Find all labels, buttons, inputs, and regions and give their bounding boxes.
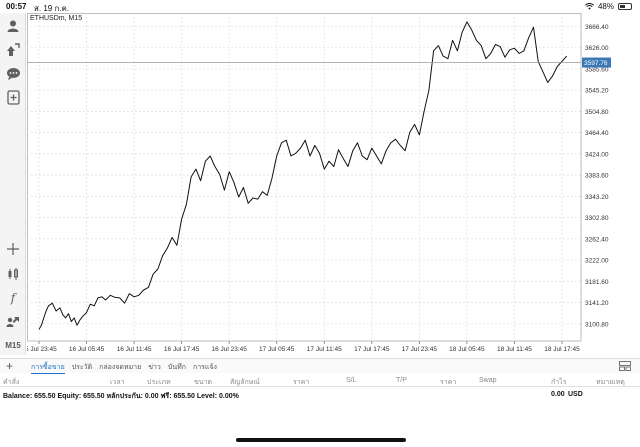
y-tick-label: 3464.40 xyxy=(585,130,609,137)
y-tick-label: 3626.00 xyxy=(585,45,609,52)
tab-history[interactable]: ประวัติ xyxy=(71,364,93,371)
x-tick-label: 16 Jul 11:45 xyxy=(117,346,152,353)
x-tick-label: 18 Jul 05:45 xyxy=(449,346,485,353)
tab-news[interactable]: ข่าว xyxy=(148,364,161,371)
chart-canvas[interactable]: 3666.40 3626.00 3585.60 3545.20 3504.80 3464.… xyxy=(27,13,640,355)
function-icon[interactable]: f xyxy=(10,291,16,305)
tab-journal[interactable]: บันทึก xyxy=(167,364,186,371)
indicators-icon[interactable] xyxy=(4,266,22,282)
status-date: ส. 19 ก.ค. xyxy=(34,4,70,13)
col-symbol[interactable]: สัญลักษณ์ xyxy=(230,379,260,386)
price-line xyxy=(38,21,568,330)
crosshair-icon[interactable] xyxy=(4,241,22,257)
status-bar: 00:57 ส. 19 ก.ค. 48% xyxy=(0,0,640,13)
objects-icon[interactable] xyxy=(4,314,22,330)
y-tick-label: 3262.40 xyxy=(585,236,609,243)
y-tick-label: 3222.00 xyxy=(585,258,609,265)
timeframe-label: M15 xyxy=(5,340,21,350)
tab-mailbox[interactable]: กล่องจดหมาย xyxy=(99,364,142,371)
add-icon[interactable]: + xyxy=(6,359,14,373)
x-tick-label: 15 Jul 23:45 xyxy=(27,346,57,353)
terminal-tabs: การซื้อขาย ประวัติ กล่องจดหมาย ข่าว บันท… xyxy=(31,362,217,374)
col-price[interactable]: ราคา xyxy=(293,379,310,386)
status-indicators: 48% xyxy=(585,2,632,11)
new-order-icon[interactable] xyxy=(4,89,22,105)
tab-trade[interactable]: การซื้อขาย xyxy=(31,362,65,374)
col-sl[interactable]: S/L xyxy=(346,377,357,384)
x-tick-label: 16 Jul 17:45 xyxy=(164,346,200,353)
x-tick-label: 17 Jul 17:45 xyxy=(354,346,390,353)
wifi-icon xyxy=(585,3,594,10)
left-toolbar: f M15 xyxy=(0,13,26,355)
profit-currency: USD xyxy=(568,391,583,398)
terminal-tabbar: + การซื้อขาย ประวัติ กล่องจดหมาย ข่าว บั… xyxy=(0,358,640,374)
y-tick-label: 3383.60 xyxy=(585,173,609,180)
y-tick-label: 3666.40 xyxy=(585,24,609,31)
trade-icon[interactable] xyxy=(4,42,22,58)
x-tick-label: 18 Jul 11:45 xyxy=(497,346,532,353)
x-tick-label: 17 Jul 23:45 xyxy=(402,346,438,353)
status-time: 00:57 xyxy=(6,2,27,11)
balance-row: Balance: 655.50 Equity: 655.50 หลักประกั… xyxy=(0,388,640,401)
col-type[interactable]: ประเภท xyxy=(147,379,171,386)
x-tick-label: 17 Jul 05:45 xyxy=(259,346,295,353)
x-tick-label: 16 Jul 23:45 xyxy=(211,346,247,353)
y-tick-label: 3343.20 xyxy=(585,194,609,201)
col-comment[interactable]: หมายเหตุ xyxy=(596,379,625,386)
price-chart[interactable]: 3666.40 3626.00 3585.60 3545.20 3504.80 3464.… xyxy=(27,13,640,355)
layout-icon[interactable] xyxy=(619,361,631,371)
battery-level xyxy=(620,5,626,8)
y-tick-label: 3424.00 xyxy=(585,151,609,158)
y-tick-label: 3100.80 xyxy=(585,321,609,328)
col-volume[interactable]: ขนาด xyxy=(194,379,213,386)
y-tick-label: 3545.20 xyxy=(585,88,609,95)
chat-icon[interactable] xyxy=(4,66,22,82)
y-tick-label: 3302.80 xyxy=(585,215,609,222)
x-tick-label: 17 Jul 11:45 xyxy=(307,346,342,353)
y-tick-label: 3141.20 xyxy=(585,300,609,307)
y-tick-label: 3585.60 xyxy=(585,66,609,73)
y-tick-label: 3181.60 xyxy=(585,279,609,286)
battery-icon xyxy=(618,3,632,10)
col-order[interactable]: คำสั่ง xyxy=(3,379,20,386)
col-current-price[interactable]: ราคา xyxy=(440,379,457,386)
tab-alerts[interactable]: การแจ้ง xyxy=(192,364,217,371)
chart-frame xyxy=(27,13,582,342)
battery-percent: 48% xyxy=(597,2,614,11)
col-time[interactable]: เวลา xyxy=(110,379,125,386)
account-icon[interactable] xyxy=(4,18,22,34)
current-price-label: 3597.76 xyxy=(584,60,608,67)
col-profit[interactable]: กำไร xyxy=(551,379,567,386)
x-tick-label: 18 Jul 17:45 xyxy=(544,346,580,353)
home-indicator[interactable] xyxy=(236,438,406,442)
x-tick-label: 16 Jul 05:45 xyxy=(69,346,105,353)
chart-symbol: ETHUSDm, M15 xyxy=(30,15,83,22)
col-tp[interactable]: T/P xyxy=(396,377,407,384)
profit-total: 0.00 xyxy=(551,391,565,398)
y-tick-label: 3504.80 xyxy=(585,109,609,116)
trade-columns: คำสั่ง เวลา ประเภท ขนาด สัญลักษณ์ ราคา S… xyxy=(0,374,640,387)
col-swap[interactable]: Swap xyxy=(479,377,497,384)
current-price-tag xyxy=(582,57,611,68)
balance-summary: Balance: 655.50 Equity: 655.50 หลักประกั… xyxy=(3,393,239,400)
timeframe-button[interactable]: M15 xyxy=(4,337,22,353)
